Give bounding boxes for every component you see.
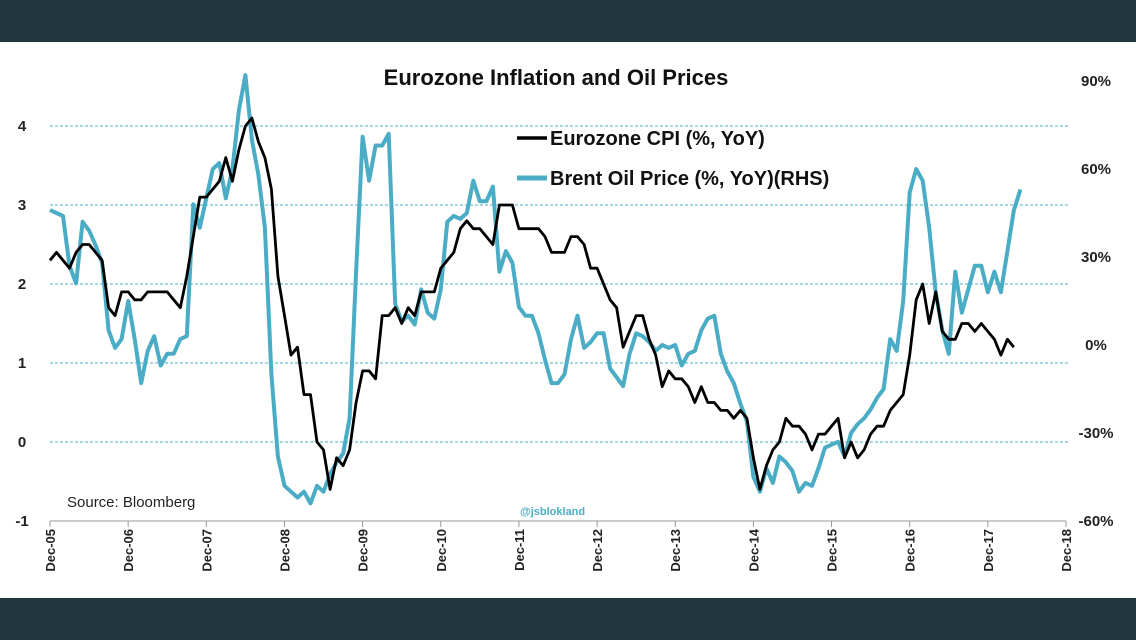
x-tick-label: Dec-05 [43,529,58,572]
y-right-tick-label: 0% [1085,337,1107,354]
watermark: @jsblokland [520,506,585,518]
x-tick-label: Dec-12 [590,529,605,572]
x-tick-label: Dec-17 [981,529,996,572]
source-note: Source: Bloomberg [67,494,195,511]
y-left-tick-label: 1 [18,355,26,372]
legend-label-oil: Brent Oil Price (%, YoY)(RHS) [550,168,829,190]
cpi-line [48,116,1015,491]
oil-price-line [49,73,1023,506]
y-left-tick-label: 0 [18,434,26,451]
x-tick-label: Dec-07 [199,529,214,572]
x-tick-label: Dec-08 [277,529,292,572]
y-left-tick-label: 3 [18,197,26,214]
x-tick-label: Dec-16 [903,529,918,572]
y-right-tick-label: 30% [1081,249,1111,266]
y-right-tick-label: -60% [1078,513,1113,530]
x-tick-label: Dec-15 [825,529,840,572]
axes: -1 0 1 2 3 4 -60% -30% 0% 30% 60% 90% Dec-05 Dec-06 De… [15,73,1113,572]
x-tick-label: Dec-06 [121,529,136,572]
y-right-tick-label: -30% [1078,425,1113,442]
y-right-tick-label: 60% [1081,161,1111,178]
y-left-tick-label: -1 [15,513,28,530]
legend: Eurozone CPI (%, YoY) Brent Oil Price (%… [517,128,829,190]
x-tick-label: Dec-11 [512,529,527,571]
x-tick-label: Dec-09 [356,529,371,572]
x-tick-label: Dec-10 [434,529,449,572]
series-lines [48,73,1023,506]
x-tick-label: Dec-14 [746,528,761,571]
legend-label-cpi: Eurozone CPI (%, YoY) [550,128,765,150]
x-tick-label: Dec-18 [1059,529,1074,572]
y-right-tick-label: 90% [1081,73,1111,90]
gridlines [50,125,1070,443]
y-left-tick-label: 4 [18,118,27,135]
chart-title: Eurozone Inflation and Oil Prices [384,65,729,90]
y-left-tick-label: 2 [18,276,26,293]
x-tick-label: Dec-13 [668,529,683,572]
